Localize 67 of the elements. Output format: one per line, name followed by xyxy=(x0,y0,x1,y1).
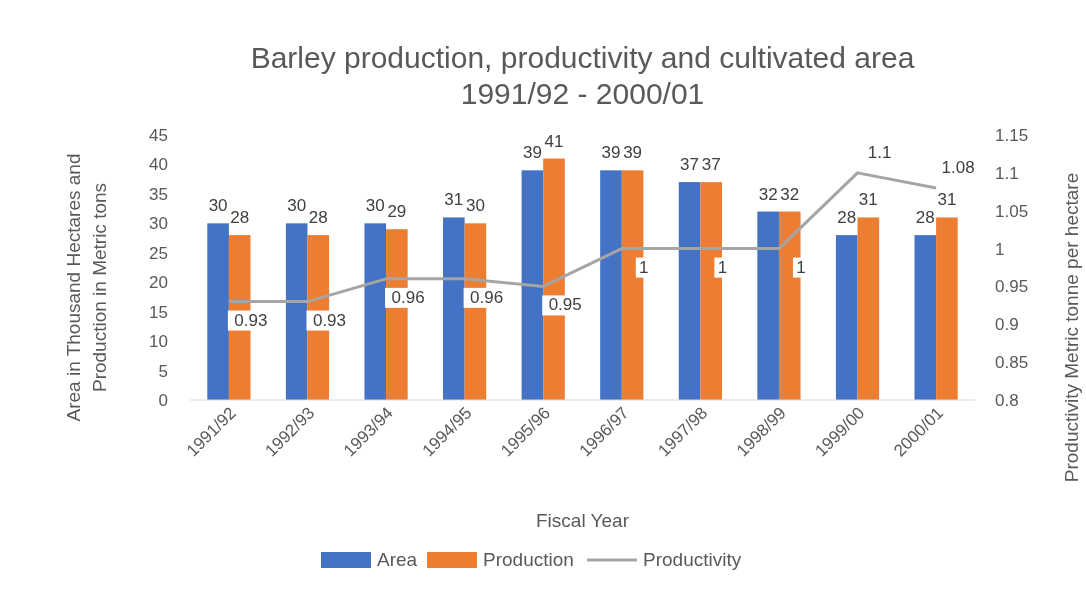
bar xyxy=(835,235,858,400)
data-label: 30 xyxy=(208,196,228,216)
y-tick-label: 15 xyxy=(149,302,168,322)
data-label: 1.1 xyxy=(867,142,892,162)
data-label: 0.93 xyxy=(234,310,268,330)
data-label: 37 xyxy=(701,155,721,175)
y2-tick-label: 1.1 xyxy=(995,163,1019,183)
data-label: 1 xyxy=(796,257,806,277)
data-label: 0.96 xyxy=(391,287,425,307)
legend-label: Productivity xyxy=(643,549,742,570)
data-label: 28 xyxy=(230,208,250,228)
data-label: 28 xyxy=(837,208,857,228)
data-label: 31 xyxy=(937,190,957,210)
y2-axis-title: Productivity Metric tonne per hectare xyxy=(1061,172,1082,483)
y-tick-label: 20 xyxy=(149,273,168,293)
bar xyxy=(678,182,701,400)
data-label: 37 xyxy=(680,155,700,175)
data-label: 0.93 xyxy=(312,310,347,330)
data-label: 41 xyxy=(544,131,564,151)
data-label: 1 xyxy=(717,257,728,277)
data-label: 30 xyxy=(465,196,485,216)
data-label: 29 xyxy=(387,202,407,222)
y2-tick-label: 0.95 xyxy=(995,277,1029,297)
data-label: 30 xyxy=(287,196,307,216)
y2-tick-label: 0.85 xyxy=(995,353,1029,373)
y2-tick-label: 1 xyxy=(995,239,1005,259)
data-label: 1 xyxy=(639,257,649,277)
legend-label: Production xyxy=(483,549,574,570)
data-label: 31 xyxy=(858,190,878,210)
y-tick-label: 25 xyxy=(149,243,168,263)
chart-title: Barley production, productivity and cultivated area 1991/92 - 2000/01 xyxy=(250,41,915,110)
y2-tick-label: 0.8 xyxy=(995,391,1019,410)
y-tick-label: 45 xyxy=(149,126,168,145)
data-label: 30 xyxy=(365,196,385,216)
data-label: 28 xyxy=(915,208,935,228)
data-label: 32 xyxy=(758,184,778,204)
data-label: 0.96 xyxy=(470,287,504,307)
bar xyxy=(364,223,387,400)
data-label: 39 xyxy=(601,143,621,163)
bar xyxy=(600,170,622,400)
y-tick-label: 35 xyxy=(149,184,168,204)
bar xyxy=(757,211,779,400)
data-label: 32 xyxy=(780,184,800,204)
y2-tick-label: 1.05 xyxy=(995,201,1029,221)
y-tick-label: 40 xyxy=(149,155,168,175)
bar xyxy=(857,217,880,400)
data-label: 31 xyxy=(444,190,464,210)
y2-tick-label: 0.9 xyxy=(995,315,1019,335)
y2-tick-label: 1.15 xyxy=(995,126,1029,145)
y-tick-label: 0 xyxy=(158,391,168,410)
bar xyxy=(521,170,544,400)
y-tick-label: 30 xyxy=(149,214,168,234)
bar xyxy=(443,217,465,400)
bar xyxy=(936,217,958,400)
bar xyxy=(285,223,308,400)
bar xyxy=(207,223,229,400)
legend-label: Area xyxy=(377,549,418,570)
x-axis-title: Fiscal Year xyxy=(536,510,630,531)
data-label: 1.08 xyxy=(941,158,975,177)
data-label: 28 xyxy=(308,208,328,228)
data-label: 39 xyxy=(623,143,643,163)
y-tick-label: 5 xyxy=(158,361,168,381)
y-tick-label: 10 xyxy=(149,332,168,352)
data-label: 0.95 xyxy=(548,295,582,315)
y-axis-title: Area in Thousand Hectares and Production in Metric tons xyxy=(63,153,110,422)
bar xyxy=(914,235,937,400)
data-label: 39 xyxy=(522,143,542,163)
